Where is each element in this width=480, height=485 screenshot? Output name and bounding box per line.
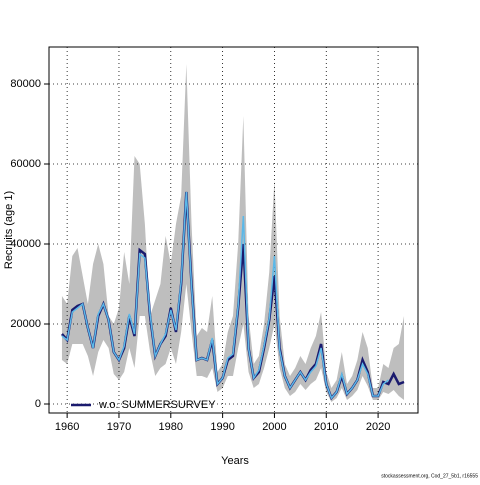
y-tick-label: 60000 <box>10 158 41 170</box>
x-tick-label: 2000 <box>262 421 286 433</box>
legend-label: w.o. SUMMERSURVEY <box>98 399 216 411</box>
y-tick-label: 80000 <box>10 78 41 90</box>
x-tick-label: 1960 <box>55 421 79 433</box>
x-tick-label: 1980 <box>159 421 183 433</box>
x-tick-label: 2010 <box>314 421 338 433</box>
x-tick-label: 2020 <box>366 421 390 433</box>
plot-frame <box>48 46 419 414</box>
y-tick-label: 20000 <box>10 318 41 330</box>
x-tick-label: 1970 <box>107 421 131 433</box>
footer: stockassessment.org, Cod_27_5b1, r16555 <box>381 473 478 479</box>
y-axis-label: Recruits (age 1) <box>3 191 15 269</box>
series-line <box>61 191 389 400</box>
x-tick-label: 1990 <box>210 421 234 433</box>
y-tick-label: 0 <box>35 398 41 410</box>
y-tick-label: 40000 <box>10 238 41 250</box>
confidence-band <box>61 64 405 402</box>
x-axis-label: Years <box>221 455 249 467</box>
